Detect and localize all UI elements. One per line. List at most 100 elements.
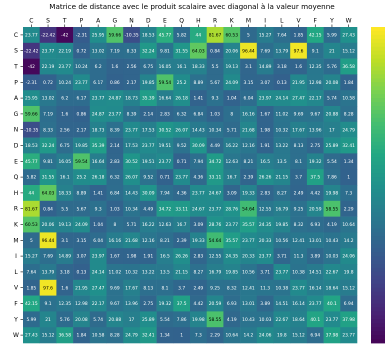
cell-label: 10.64 [225, 333, 238, 339]
cell-label: 4.42 [310, 191, 320, 197]
heatmap-cell [223, 137, 241, 154]
heatmap-cell [56, 216, 74, 233]
heatmap-cell [190, 295, 207, 312]
heatmap-cell [89, 90, 107, 107]
heatmap-cell [106, 27, 124, 44]
colorbar-segment [371, 295, 385, 300]
cell-label: 0.86 [110, 80, 120, 86]
cell-label: 8.27 [193, 270, 203, 276]
cell-label: 96.44 [242, 48, 255, 54]
heatmap-cell [106, 279, 124, 296]
cell-label: 3.1 [61, 238, 68, 244]
x-tick-label: H [196, 18, 201, 25]
heatmap-cell [123, 264, 141, 281]
heatmap-cell [56, 295, 74, 312]
heatmap-cell [323, 248, 341, 265]
cell-label: 2.49 [294, 191, 304, 197]
heatmap-cell [240, 311, 258, 328]
heatmap-cells: 23.77 -22.42 -42 -2.31 25.95 59.66 -10.35 18.53… [23, 27, 358, 344]
heatmap-cell [73, 169, 91, 186]
cell-label: 10.43 [326, 238, 339, 244]
heatmap-cell [290, 279, 308, 296]
cell-label: 1.84 [344, 80, 354, 86]
cell-label: 14.43 [125, 191, 138, 197]
colorbar-segment [371, 256, 385, 261]
cell-label: 3.09 [227, 191, 237, 197]
heatmap-cell [240, 27, 258, 44]
cell-label: 12.35 [58, 301, 71, 307]
cell-label: 19.33 [242, 191, 255, 197]
heatmap-cell [340, 327, 358, 344]
heatmap-cell [190, 169, 207, 186]
heatmap-cell [223, 74, 241, 91]
heatmap-cell [73, 264, 91, 281]
cell-label: 5 [30, 238, 33, 244]
heatmap-cell [139, 216, 157, 233]
heatmap-cell [39, 169, 57, 186]
colorbar-segment [371, 185, 385, 190]
cell-label: 58.55 [326, 206, 339, 212]
heatmap-cell [256, 27, 274, 44]
heatmap-cell [240, 327, 258, 344]
cell-label: 20.06 [42, 222, 55, 228]
colorbar-segment [371, 149, 385, 154]
y-tick-label: T [13, 64, 18, 71]
heatmap-cell [73, 74, 91, 91]
cell-label: 16.5 [160, 254, 170, 260]
cell-label: 19.85 [142, 80, 155, 86]
cell-label: 5.99 [26, 317, 36, 323]
cell-label: 7.19 [110, 48, 120, 54]
cell-label: 40.1 [327, 301, 337, 307]
heatmap-cell [73, 185, 91, 202]
heatmap-cell [156, 295, 174, 312]
heatmap-cell [290, 74, 308, 91]
heatmap-cell [173, 106, 191, 123]
cell-label: 6.75 [60, 143, 70, 149]
cell-label: 3.09 [193, 222, 203, 228]
chart-title: Matrice de distance avec le produit scal… [49, 2, 335, 11]
colorbar-segment [371, 74, 385, 79]
heatmap-cell [190, 90, 207, 107]
x-tick-label: A [96, 18, 101, 25]
heatmap-cell [173, 216, 191, 233]
cell-label: 1.85 [26, 285, 36, 291]
cell-label: 6.04 [93, 238, 103, 244]
heatmap-cell [139, 248, 157, 265]
cell-label: 12.16 [242, 143, 255, 149]
cell-label: 12.98 [75, 301, 88, 307]
heatmap-cell [290, 137, 308, 154]
heatmap-cell [290, 248, 308, 265]
heatmap-cell [39, 264, 57, 281]
y-tick-label: N [14, 127, 19, 134]
heatmap-cell [106, 42, 124, 59]
colorbar-segment [371, 315, 385, 320]
heatmap-cell [39, 216, 57, 233]
heatmap-cell [340, 90, 358, 107]
heatmap-cell [340, 216, 358, 233]
heatmap-cell [123, 58, 141, 75]
colorbar-segment [371, 125, 385, 131]
heatmap-cell [323, 137, 341, 154]
heatmap-cell [190, 27, 207, 44]
heatmap-cell [273, 74, 291, 91]
cell-label: 21.15 [276, 175, 289, 181]
heatmap-cell [190, 153, 207, 170]
heatmap-cell [123, 216, 141, 233]
heatmap-cell [156, 153, 174, 170]
heatmap-cell [173, 169, 191, 186]
cell-label: 3.71 [277, 254, 287, 260]
heatmap-cell [323, 74, 341, 91]
heatmap-cell [206, 248, 224, 265]
cell-label: 16.64 [92, 159, 105, 165]
cell-label: 1.67 [260, 112, 270, 118]
heatmap-cell [73, 121, 91, 138]
heatmap-cell [340, 232, 358, 249]
cell-label: 9.1 [312, 48, 319, 54]
cell-label: 2.17 [127, 80, 137, 86]
heatmap-cell [340, 169, 358, 186]
heatmap-cell [106, 90, 124, 107]
heatmap-cell [340, 27, 358, 44]
heatmap-cell [89, 185, 107, 202]
heatmap-cell [273, 153, 291, 170]
heatmap-cell [323, 185, 341, 202]
